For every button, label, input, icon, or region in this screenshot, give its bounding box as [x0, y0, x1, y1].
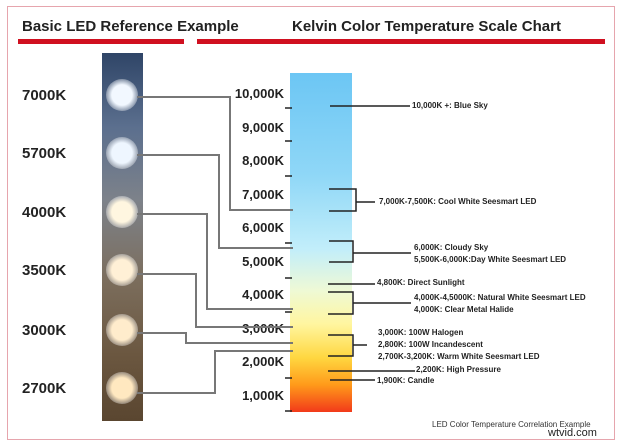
scale-tick-label: 6,000K: [242, 220, 284, 235]
annotation-incandescent: 2,800K: 100W Incandescent: [378, 340, 483, 349]
right-title-underline: [197, 39, 605, 44]
led-4000k: [106, 196, 138, 228]
annotation-high-pressure: 2,200K: High Pressure: [416, 365, 501, 374]
led-label: 5700K: [22, 145, 67, 162]
led-2700k: [106, 372, 138, 404]
annotation-direct-sunlight: 4,800K: Direct Sunlight: [377, 278, 465, 287]
connector-5700k: [137, 154, 293, 249]
led-strip: [102, 53, 143, 421]
connector-3500k: [137, 273, 293, 328]
led-label: 7000K: [22, 87, 67, 104]
led-label: 2700K: [22, 380, 67, 397]
led-5700k: [106, 137, 138, 169]
annotation-halogen: 3,000K: 100W Halogen: [378, 328, 464, 337]
led-label: 3000K: [22, 322, 67, 339]
watermark: wtvid.com: [548, 427, 597, 439]
scale-tick-label: 8,000K: [242, 153, 284, 168]
scale-tick-label: 10,000K: [234, 86, 284, 101]
led-3500k: [106, 254, 138, 286]
led-label: 4000K: [22, 204, 67, 221]
connector-3000k: [137, 332, 293, 344]
right-title: Kelvin Color Temperature Scale Chart: [292, 18, 561, 35]
annotation-warm-white: 2,700K-3,200K: Warm White Seesmart LED: [378, 352, 540, 361]
annotation-cool-white: 7,000K-7,500K: Cool White Seesmart LED: [379, 197, 537, 206]
annotation-blue-sky: 10,000K +: Blue Sky: [412, 101, 488, 110]
scale-tick-label: 2,000K: [242, 354, 284, 369]
annotation-metal-halide: 4,000K: Clear Metal Halide: [414, 305, 514, 314]
annotation-candle: 1,900K: Candle: [377, 376, 435, 385]
annotation-natural-white: 4,000K-4,5000K: Natural White Seesmart L…: [414, 293, 586, 302]
annotation-day-white: 5,500K-6,000K:Day White Seesmart LED: [414, 255, 567, 264]
connector-7000k: [137, 96, 293, 211]
scale-tick-label: 7,000K: [242, 186, 284, 202]
caption: LED Color Temperature Correlation Exampl…: [432, 420, 591, 429]
left-title-underline: [18, 39, 184, 44]
scale-tick-label: 1,000K: [242, 387, 284, 403]
connector-4000k: [137, 213, 293, 310]
frame-border: [7, 6, 615, 440]
annotation-cloudy-sky: 6,000K: Cloudy Sky: [414, 243, 489, 252]
scale-tick-label: 9,000K: [242, 119, 284, 135]
scale-tick-label: 5,000K: [242, 253, 284, 269]
scale-tick-label: 4,000K: [242, 287, 284, 302]
left-title: Basic LED Reference Example: [22, 18, 239, 35]
led-label: 3500K: [22, 262, 67, 279]
led-7000k: [106, 79, 138, 111]
led-3000k: [106, 314, 138, 346]
connector-2700k: [137, 350, 293, 394]
